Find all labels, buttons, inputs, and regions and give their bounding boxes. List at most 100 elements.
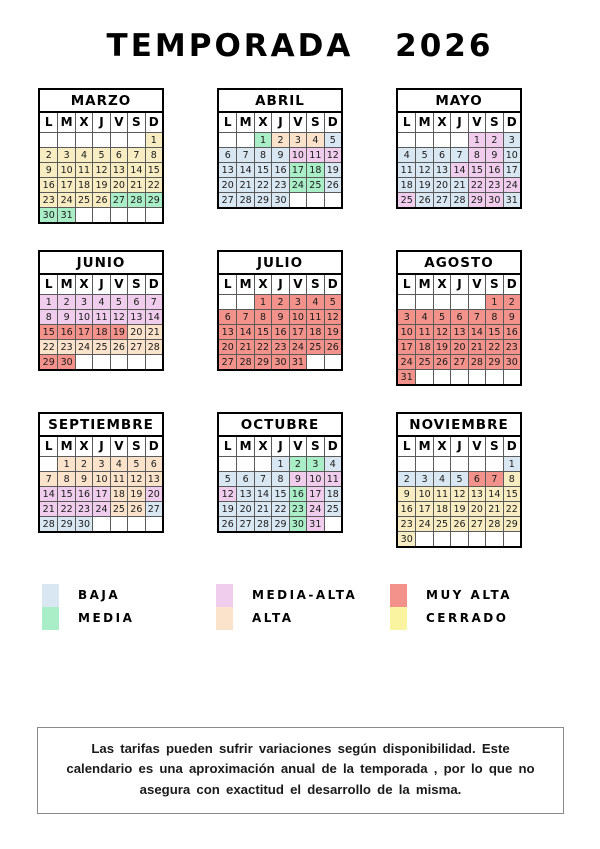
day-cell: 25 [109, 501, 128, 516]
day-cell: 9 [485, 147, 503, 162]
day-cell: 2 [40, 147, 58, 162]
blank-cell [450, 132, 468, 147]
blank-cell [74, 132, 93, 147]
day-cell: 2 [398, 471, 416, 486]
weekday-header-cell: S [127, 275, 145, 294]
day-cell: 3 [288, 132, 307, 147]
day-cell: 21 [253, 501, 272, 516]
day-cell: 30 [57, 354, 75, 369]
blank-cell [485, 369, 503, 384]
weekday-header-cell: V [288, 113, 307, 132]
weekday-header-cell: M [236, 113, 254, 132]
day-cell: 25 [74, 192, 93, 207]
day-cell: 1 [502, 456, 520, 471]
blank-cell [127, 207, 145, 222]
legend-column: MUY ALTA CERRADO [390, 584, 564, 630]
day-cell: 28 [236, 192, 254, 207]
day-cell: 17 [415, 501, 433, 516]
day-cell: 20 [109, 177, 128, 192]
blank-cell [450, 369, 468, 384]
day-cell: 11 [109, 471, 128, 486]
day-cell: 9 [288, 471, 307, 486]
day-cell: 22 [40, 339, 58, 354]
day-cell: 7 [40, 471, 58, 486]
weekday-header-cell: V [467, 275, 486, 294]
blank-cell [74, 207, 93, 222]
day-cell: 21 [467, 339, 486, 354]
blank-cell [144, 354, 162, 369]
month-calendar-julio: JULIO L M X J V S D 1 2 3 4 5 6 7 8 9 10 11 12 13 14 15 16 17 18 1… [217, 250, 343, 371]
day-cell: 22 [271, 501, 289, 516]
day-cell: 5 [127, 456, 145, 471]
day-cell: 11 [398, 162, 416, 177]
blank-cell [144, 207, 162, 222]
day-cell: 15 [144, 162, 162, 177]
day-cell: 10 [92, 471, 110, 486]
day-cell: 25 [92, 339, 110, 354]
day-cell: 21 [236, 339, 254, 354]
weekday-header-cell: J [450, 275, 468, 294]
month-title: NOVIEMBRE [398, 414, 520, 437]
day-cell: 22 [502, 501, 520, 516]
day-cell: 8 [253, 309, 272, 324]
blank-cell [323, 516, 341, 531]
blank-cell [306, 192, 324, 207]
weekday-header-cell: L [40, 437, 58, 456]
day-cell: 31 [288, 354, 307, 369]
day-cell: 4 [415, 309, 433, 324]
legend-label: CERRADO [426, 611, 509, 625]
day-cell: 29 [271, 516, 289, 531]
weekday-header-cell: X [74, 113, 93, 132]
day-cell: 7 [127, 147, 145, 162]
weekday-header-cell: D [502, 437, 520, 456]
day-cell: 16 [485, 162, 503, 177]
blank-cell [92, 132, 110, 147]
month-day-grid: L M X J V S D 1 2 3 4 5 6 7 8 9 10 11 12 13 14 15 16 17 18 19 20 21… [40, 437, 162, 531]
day-cell: 26 [432, 354, 451, 369]
day-cell: 3 [57, 147, 75, 162]
day-cell: 12 [450, 486, 468, 501]
day-cell: 18 [74, 177, 93, 192]
blank-cell [219, 132, 237, 147]
weekday-header-cell: V [288, 437, 307, 456]
day-cell: 21 [40, 501, 58, 516]
day-cell: 22 [485, 339, 503, 354]
day-cell: 15 [502, 486, 520, 501]
day-cell: 8 [144, 147, 162, 162]
month-calendar-abril: ABRIL L M X J V S D 1 2 3 4 5 6 7 8 9 10 11 12 13 14 15 16 17 18 1… [217, 88, 343, 209]
blank-cell [467, 294, 486, 309]
weekday-header-cell: X [74, 437, 93, 456]
day-cell: 7 [253, 471, 272, 486]
blank-cell [467, 369, 486, 384]
day-cell: 14 [450, 162, 468, 177]
day-cell: 3 [92, 456, 110, 471]
day-cell: 13 [127, 309, 145, 324]
day-cell: 23 [288, 501, 307, 516]
weekday-header-cell: S [485, 275, 503, 294]
day-cell: 29 [40, 354, 58, 369]
blank-cell [219, 294, 237, 309]
day-cell: 8 [57, 471, 75, 486]
weekday-header-cell: J [450, 113, 468, 132]
day-cell: 14 [253, 486, 272, 501]
day-cell: 29 [502, 516, 520, 531]
blank-cell [415, 294, 433, 309]
month-day-grid: L M X J V S D 1 2 3 4 5 6 7 8 9 10 11 12 13 14 15 16 17 18 19 20 21… [219, 275, 341, 369]
weekday-header-cell: L [398, 437, 416, 456]
month-calendar-octubre: OCTUBRE L M X J V S D 1 2 3 4 5 6 7 8 9 10 11 12 13 14 15 16 17 1… [217, 412, 343, 533]
day-cell: 11 [306, 147, 324, 162]
weekday-header-cell: L [219, 275, 237, 294]
day-cell: 25 [432, 516, 451, 531]
day-cell: 30 [271, 192, 289, 207]
legend-label: MEDIA-ALTA [252, 588, 358, 602]
day-cell: 9 [271, 309, 289, 324]
day-cell: 14 [236, 162, 254, 177]
day-cell: 16 [57, 324, 75, 339]
day-cell: 30 [502, 354, 520, 369]
day-cell: 12 [415, 162, 433, 177]
day-cell: 13 [467, 486, 486, 501]
day-cell: 28 [253, 516, 272, 531]
day-cell: 22 [467, 177, 486, 192]
day-cell: 22 [57, 501, 75, 516]
day-cell: 26 [323, 339, 341, 354]
